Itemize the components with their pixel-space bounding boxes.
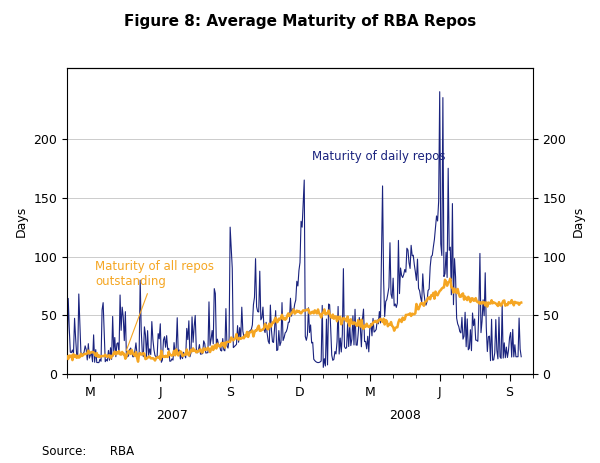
Text: Figure 8: Average Maturity of RBA Repos: Figure 8: Average Maturity of RBA Repos	[124, 14, 476, 29]
Y-axis label: Days: Days	[572, 206, 585, 237]
Text: 2007: 2007	[156, 409, 188, 422]
Y-axis label: Days: Days	[15, 206, 28, 237]
Text: Maturity of all repos
outstanding: Maturity of all repos outstanding	[95, 260, 214, 350]
Text: Maturity of daily repos: Maturity of daily repos	[311, 150, 445, 163]
Text: 2008: 2008	[389, 409, 421, 422]
Text: Source:  RBA: Source: RBA	[42, 445, 134, 458]
